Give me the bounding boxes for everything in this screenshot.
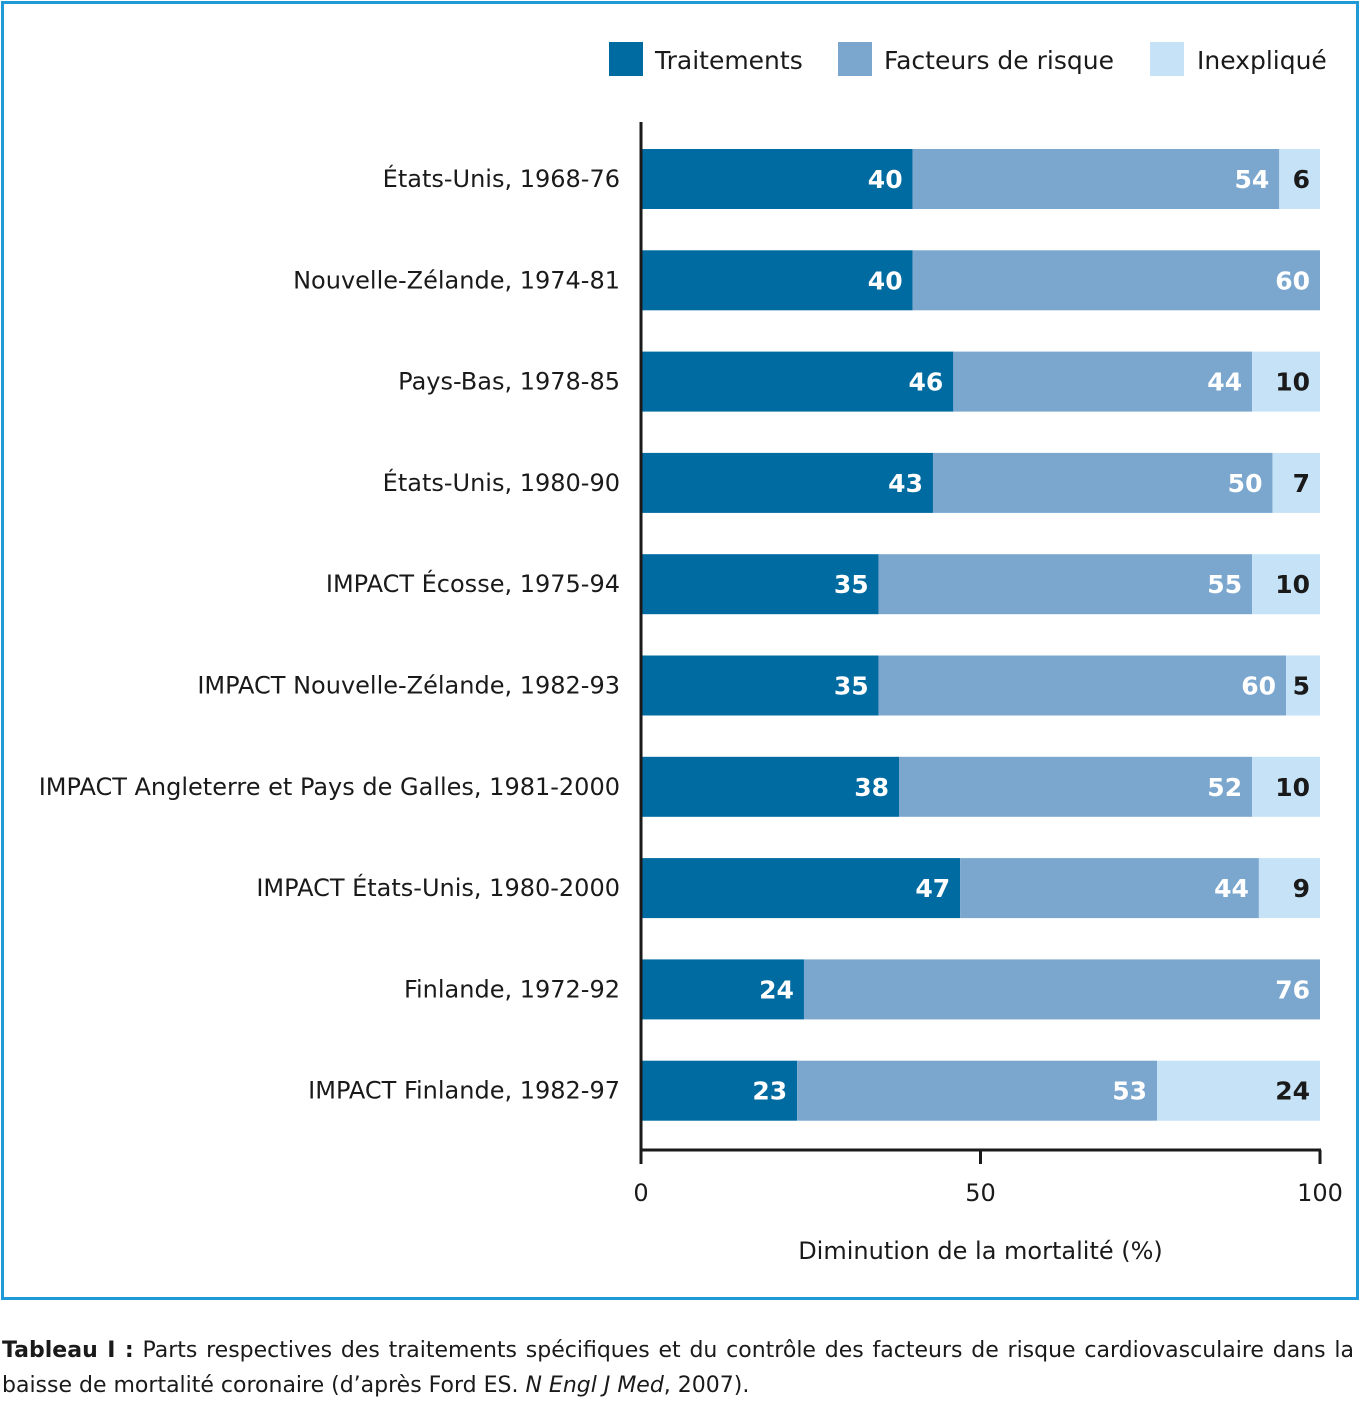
- data-label: 52: [1207, 773, 1242, 802]
- legend-label-1: Facteurs de risque: [884, 46, 1114, 75]
- data-label: 10: [1275, 368, 1310, 397]
- bar-segment: [899, 756, 1253, 817]
- x-tick-label: 0: [633, 1179, 648, 1207]
- category-labels: États-Unis, 1968-76 Nouvelle-Zélande, 197…: [39, 164, 620, 1105]
- data-label: 35: [834, 570, 869, 599]
- stacked-bar-chart: Traitements Facteurs de risque Inexpliqué …: [39, 42, 1343, 1265]
- bar-segment: [1258, 858, 1320, 919]
- x-tick-label: 100: [1297, 1179, 1343, 1207]
- bar-segment: [1272, 452, 1320, 513]
- category-label: Nouvelle-Zélande, 1974-81: [293, 266, 620, 294]
- data-label: 44: [1207, 368, 1242, 397]
- caption-text-end: , 2007).: [663, 1373, 750, 1398]
- bar-segment: [878, 554, 1253, 615]
- data-label: 9: [1293, 874, 1310, 903]
- legend-swatch-1: [838, 42, 872, 76]
- bar-segment: [912, 149, 1280, 209]
- category-label: IMPACT Nouvelle-Zélande, 1982-93: [197, 672, 620, 700]
- bar-segment: [641, 655, 879, 716]
- data-label: 40: [868, 266, 903, 295]
- bar-segment: [1252, 351, 1320, 412]
- legend-swatch-2: [1150, 42, 1184, 76]
- category-label: IMPACT Angleterre et Pays de Galles, 198…: [39, 773, 620, 801]
- bar-segment: [641, 554, 879, 615]
- category-label: Pays-Bas, 1978-85: [398, 368, 620, 396]
- legend-swatch-0: [609, 42, 643, 76]
- bar-segment: [960, 858, 1259, 919]
- bar-segment: [641, 250, 913, 311]
- bar-segment: [878, 655, 1287, 716]
- data-label: 53: [1112, 1077, 1147, 1106]
- bar-segment: [1286, 655, 1320, 716]
- bar-segment: [641, 149, 913, 209]
- data-label: 46: [909, 368, 944, 397]
- category-label: Finlande, 1972-92: [404, 975, 620, 1003]
- x-axis-title: Diminution de la mortalité (%): [798, 1237, 1163, 1265]
- legend-label-0: Traitements: [654, 46, 803, 75]
- data-label: 5: [1293, 672, 1310, 701]
- bar-segment: [803, 959, 1320, 1020]
- data-label: 6: [1293, 165, 1310, 194]
- chart-legend: Traitements Facteurs de risque Inexpliqué: [609, 42, 1327, 76]
- data-label: 76: [1275, 975, 1310, 1004]
- bar-segment: [953, 351, 1253, 412]
- data-label: 24: [1275, 1077, 1310, 1106]
- x-tick-label: 50: [965, 1179, 996, 1207]
- data-label: 60: [1241, 672, 1276, 701]
- data-label: 7: [1293, 469, 1310, 498]
- bar-segment: [932, 452, 1273, 513]
- data-label: 23: [752, 1077, 787, 1106]
- bar-segment: [641, 351, 954, 412]
- data-label: 10: [1275, 773, 1310, 802]
- bar-segment: [797, 1060, 1158, 1121]
- category-label: États-Unis, 1968-76: [383, 164, 620, 193]
- data-label: 38: [854, 773, 889, 802]
- caption-text: Parts respectives des traitements spécif…: [2, 1338, 1354, 1398]
- figure-caption: Tableau I : Parts respectives des traite…: [2, 1333, 1354, 1403]
- bar-segment: [641, 1060, 798, 1121]
- data-label: 47: [915, 874, 950, 903]
- caption-journal: N Engl J Med: [525, 1373, 664, 1398]
- bar-segment: [1252, 756, 1320, 817]
- data-label: 50: [1228, 469, 1263, 498]
- legend-label-2: Inexpliqué: [1197, 46, 1327, 75]
- x-axis: 0 50 100 Diminution de la mortalité (%): [633, 122, 1343, 1265]
- bar-segment: [641, 452, 933, 513]
- data-label: 54: [1234, 165, 1269, 194]
- bar-segment: [641, 959, 804, 1020]
- data-label: 44: [1214, 874, 1249, 903]
- data-label: 60: [1275, 266, 1310, 295]
- category-label: IMPACT Finlande, 1982-97: [308, 1077, 620, 1105]
- category-label: États-Unis, 1980-90: [383, 468, 620, 497]
- data-label: 40: [868, 165, 903, 194]
- data-label: 43: [888, 469, 923, 498]
- bar-segment: [1157, 1060, 1320, 1121]
- data-label: 35: [834, 672, 869, 701]
- data-label: 55: [1207, 570, 1242, 599]
- bar-segment: [1252, 554, 1320, 615]
- data-label: 10: [1275, 570, 1310, 599]
- bar-segment: [1279, 149, 1320, 209]
- category-label: IMPACT États-Unis, 1980-2000: [256, 873, 620, 902]
- bar-segment: [641, 756, 900, 817]
- data-label: 24: [759, 975, 794, 1004]
- caption-label: Tableau I :: [2, 1338, 134, 1363]
- category-label: IMPACT Écosse, 1975-94: [326, 569, 620, 598]
- bars-group: 40 54 6 40 60 46 44 10 43 50 7 35 55 10 35 60 5 38 52 10 47 4…: [641, 149, 1320, 1121]
- bar-segment: [641, 858, 961, 919]
- bar-segment: [912, 250, 1320, 311]
